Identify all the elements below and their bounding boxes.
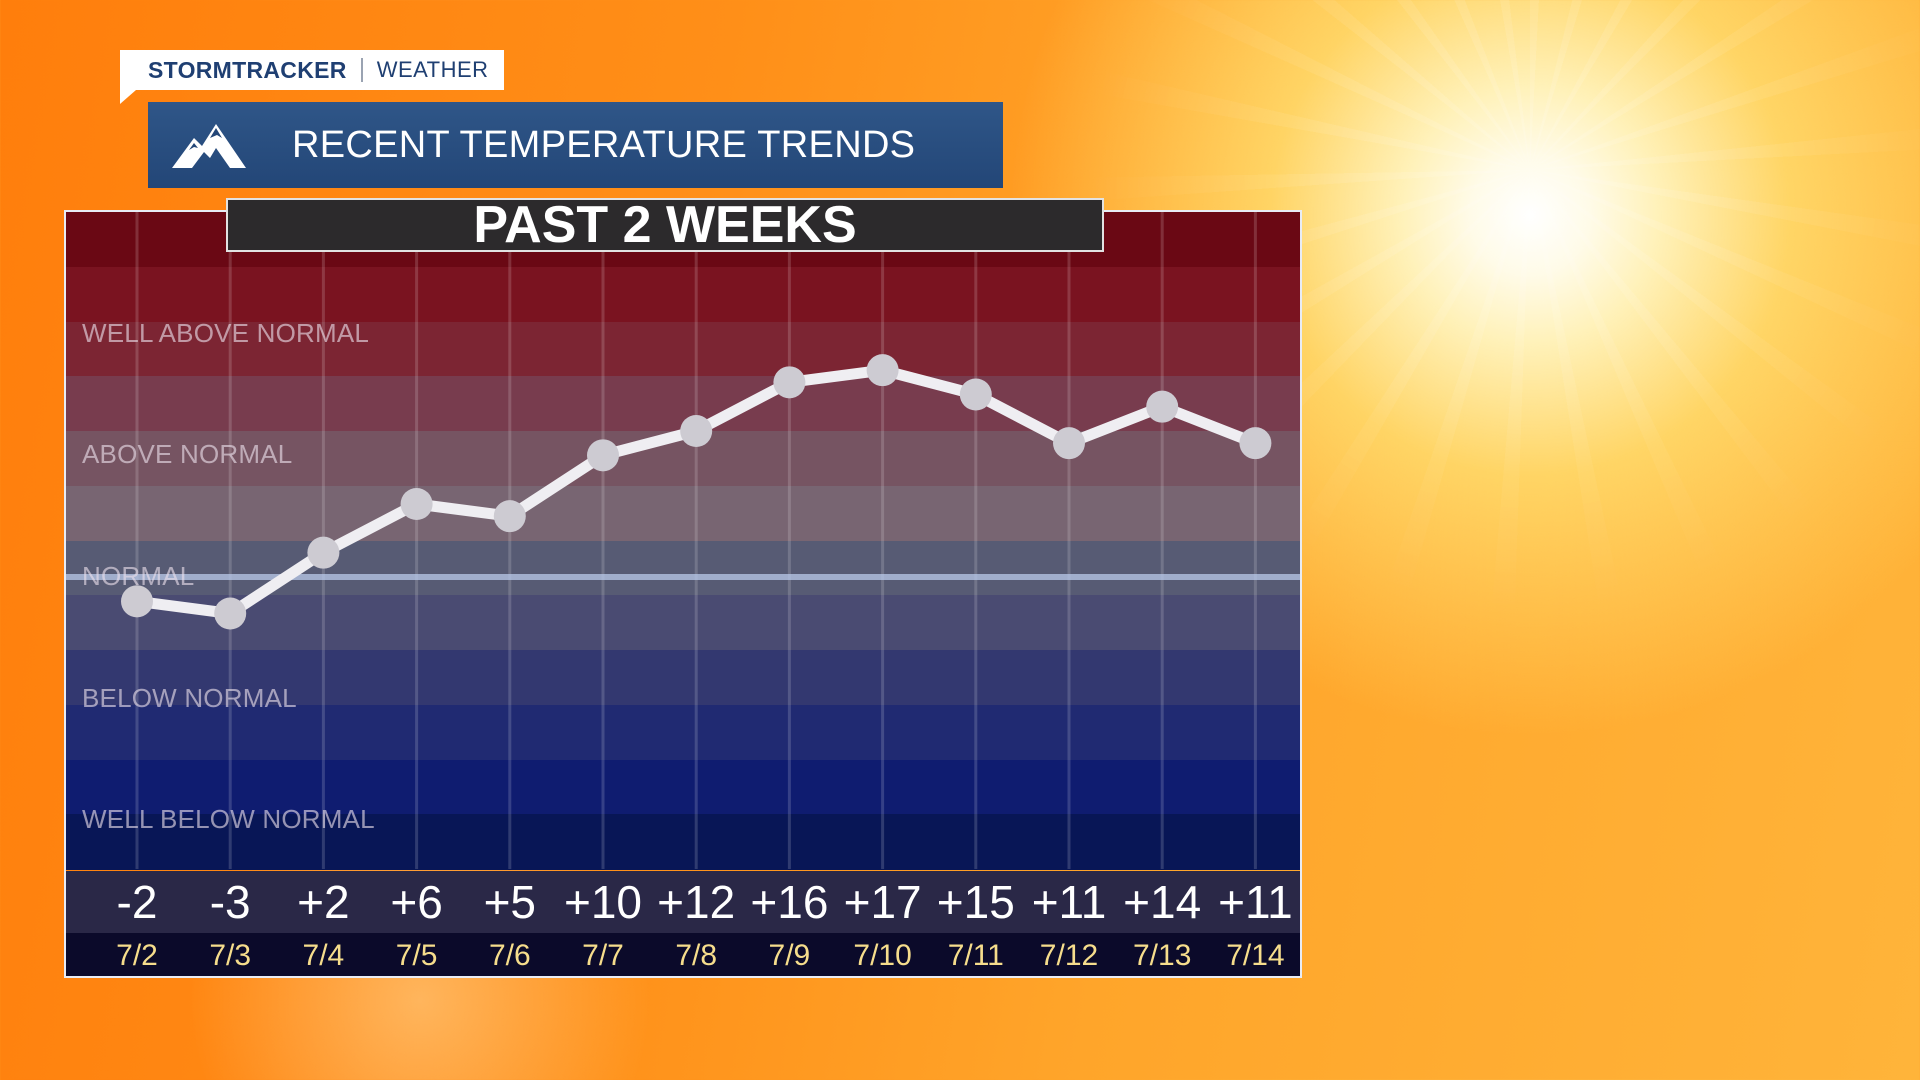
value-label: +16: [750, 876, 829, 928]
value-label: +6: [390, 876, 443, 928]
date-label: 7/4: [302, 939, 345, 972]
value-label: +10: [563, 876, 643, 928]
date-label: 7/8: [675, 939, 718, 972]
category-label: NORMAL: [82, 561, 195, 591]
brand-divider: [360, 58, 363, 82]
value-label: +11: [1218, 876, 1293, 928]
value-label: +5: [483, 876, 537, 928]
value-label: +11: [1031, 876, 1107, 928]
brand-tag: STORMTRACKER WEATHER: [120, 50, 504, 104]
band: [66, 485, 1300, 542]
band: [66, 321, 1300, 378]
band: [66, 595, 1300, 651]
band: [66, 759, 1300, 816]
data-point: [307, 536, 340, 569]
date-strip: 7/2 7/3 7/4 7/5 7/6 7/7 7/8 7/9 7/10 7/11 7/12 7/13…: [66, 933, 1300, 976]
band: [66, 814, 1300, 870]
band: [66, 704, 1300, 761]
date-label: 7/9: [768, 939, 811, 972]
value-label: +2: [297, 876, 350, 928]
category-label: WELL ABOVE NORMAL: [82, 317, 370, 348]
chart-title: RECENT TEMPERATURE TRENDS: [292, 124, 916, 166]
category-label: ABOVE NORMAL: [82, 439, 293, 470]
date-label: 7/11: [947, 939, 1004, 972]
date-label: 7/5: [395, 939, 438, 972]
data-point: [121, 585, 153, 618]
band: [66, 266, 1300, 323]
date-label: 7/2: [116, 939, 158, 972]
value-label: -2: [116, 876, 158, 928]
date-label: 7/3: [209, 939, 252, 972]
value-label: -3: [209, 876, 251, 928]
data-point: [773, 366, 806, 399]
data-point: [866, 354, 899, 387]
value-label: +15: [936, 876, 1015, 928]
title-bar: RECENT TEMPERATURE TRENDS: [148, 102, 1003, 188]
date-label: 7/6: [488, 939, 531, 972]
brand-sub: WEATHER: [376, 57, 489, 82]
value-label: +17: [843, 876, 922, 928]
date-label: 7/12: [1039, 939, 1099, 972]
band: [66, 650, 1300, 706]
value-strip: -2 -3 +2 +6 +5 +10 +12 +16 +17 +15 +11 +14 +11: [66, 871, 1300, 933]
data-point: [1146, 390, 1179, 423]
date-label: 7/13: [1132, 939, 1192, 972]
trend-chart: [66, 212, 1300, 869]
brand-name: STORMTRACKER: [148, 56, 347, 83]
mountain-icon: [172, 124, 246, 168]
date-label: 7/10: [853, 939, 912, 972]
data-point: [680, 415, 713, 447]
value-label: +14: [1123, 876, 1202, 928]
date-label: 7/14: [1226, 939, 1285, 972]
data-point: [587, 439, 619, 472]
data-point: [493, 500, 526, 533]
category-label: WELL BELOW NORMAL: [82, 804, 375, 835]
value-label: +12: [657, 876, 736, 928]
data-point: [214, 597, 247, 630]
data-point: [1053, 427, 1085, 460]
data-point: [1239, 427, 1272, 460]
data-point: [959, 378, 992, 411]
subtitle: PAST 2 WEEKS: [226, 198, 1104, 252]
category-label: BELOW NORMAL: [82, 682, 297, 713]
band: [66, 431, 1300, 487]
data-point: [400, 488, 433, 520]
chart-panel: WELL ABOVE NORMAL ABOVE NORMAL NORMAL BELOW…: [64, 210, 1302, 978]
date-label: 7/7: [582, 939, 624, 972]
